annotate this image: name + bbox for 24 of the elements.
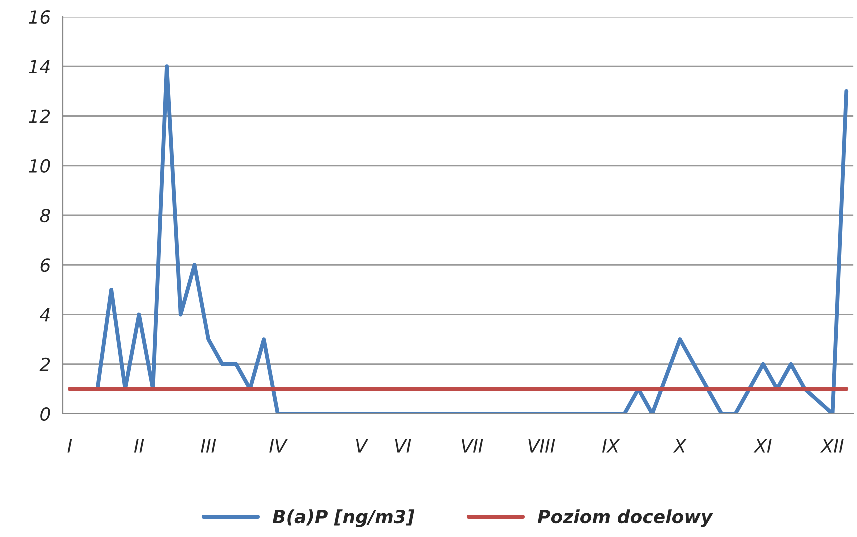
x-tick-label: VIII	[528, 440, 556, 453]
x-tick-label: V	[356, 440, 368, 453]
y-tick-label: 14	[29, 60, 50, 74]
y-tick-label: 8	[40, 208, 50, 223]
line-series	[96, 64, 849, 414]
y-tick-label: 2	[40, 358, 50, 372]
x-tick-label: XII	[820, 440, 844, 453]
x-tick-label: III	[201, 440, 216, 453]
x-tick-label: IV	[270, 440, 288, 453]
x-tick-label: X	[673, 440, 687, 453]
x-tick-label: XI	[754, 440, 772, 453]
x-tick-label: VI	[395, 440, 412, 453]
y-tick-label: 6	[40, 258, 50, 272]
x-tick-label: II	[134, 440, 144, 453]
legend-label: Poziom docelowy	[538, 510, 714, 528]
x-tick-label: IX	[602, 440, 620, 453]
legend-label: B(a)P [ng/m3]	[272, 510, 415, 528]
x-tick-label: I	[68, 440, 72, 453]
y-tick-label: 12	[29, 110, 50, 124]
y-tick-label: 16	[29, 10, 50, 24]
y-tick-label: 10	[29, 159, 50, 173]
y-tick-label: 4	[40, 308, 50, 322]
y-tick-label: 0	[40, 407, 50, 422]
x-tick-label: VII	[462, 440, 484, 453]
